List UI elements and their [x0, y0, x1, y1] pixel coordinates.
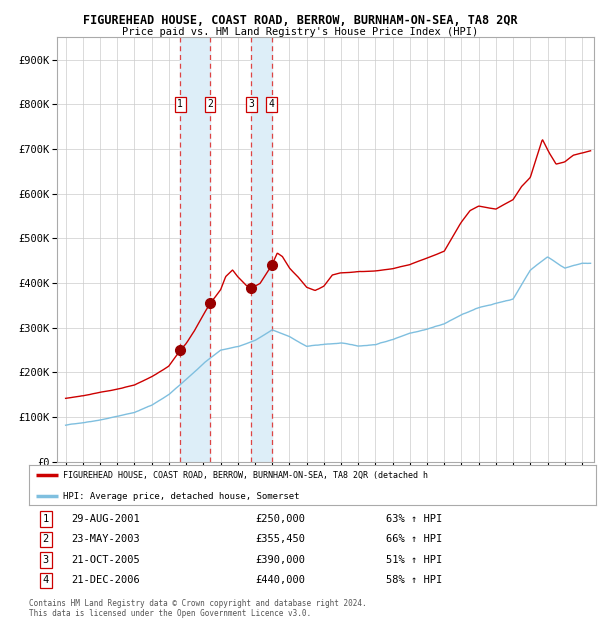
- Text: £250,000: £250,000: [256, 514, 305, 524]
- Text: 3: 3: [248, 99, 254, 109]
- Text: 23-MAY-2003: 23-MAY-2003: [71, 534, 140, 544]
- Text: 4: 4: [269, 99, 275, 109]
- Text: £440,000: £440,000: [256, 575, 305, 585]
- Text: Contains HM Land Registry data © Crown copyright and database right 2024.: Contains HM Land Registry data © Crown c…: [29, 599, 367, 608]
- Text: 21-DEC-2006: 21-DEC-2006: [71, 575, 140, 585]
- Text: 4: 4: [43, 575, 49, 585]
- Text: FIGUREHEAD HOUSE, COAST ROAD, BERROW, BURNHAM-ON-SEA, TA8 2QR (detached h: FIGUREHEAD HOUSE, COAST ROAD, BERROW, BU…: [63, 471, 428, 480]
- Text: 1: 1: [177, 99, 183, 109]
- Text: 29-AUG-2001: 29-AUG-2001: [71, 514, 140, 524]
- Text: 2: 2: [43, 534, 49, 544]
- Text: HPI: Average price, detached house, Somerset: HPI: Average price, detached house, Some…: [63, 492, 299, 501]
- Text: £390,000: £390,000: [256, 555, 305, 565]
- Text: 66% ↑ HPI: 66% ↑ HPI: [386, 534, 442, 544]
- Bar: [251, 37, 272, 462]
- Text: 58% ↑ HPI: 58% ↑ HPI: [386, 575, 442, 585]
- Text: £355,450: £355,450: [256, 534, 305, 544]
- Text: 3: 3: [43, 555, 49, 565]
- Text: Price paid vs. HM Land Registry's House Price Index (HPI): Price paid vs. HM Land Registry's House …: [122, 27, 478, 37]
- Text: This data is licensed under the Open Government Licence v3.0.: This data is licensed under the Open Gov…: [29, 609, 311, 618]
- Bar: [180, 37, 210, 462]
- Text: 63% ↑ HPI: 63% ↑ HPI: [386, 514, 442, 524]
- Text: 51% ↑ HPI: 51% ↑ HPI: [386, 555, 442, 565]
- Text: FIGUREHEAD HOUSE, COAST ROAD, BERROW, BURNHAM-ON-SEA, TA8 2QR: FIGUREHEAD HOUSE, COAST ROAD, BERROW, BU…: [83, 14, 517, 27]
- Text: 21-OCT-2005: 21-OCT-2005: [71, 555, 140, 565]
- Text: 1: 1: [43, 514, 49, 524]
- Text: 2: 2: [207, 99, 213, 109]
